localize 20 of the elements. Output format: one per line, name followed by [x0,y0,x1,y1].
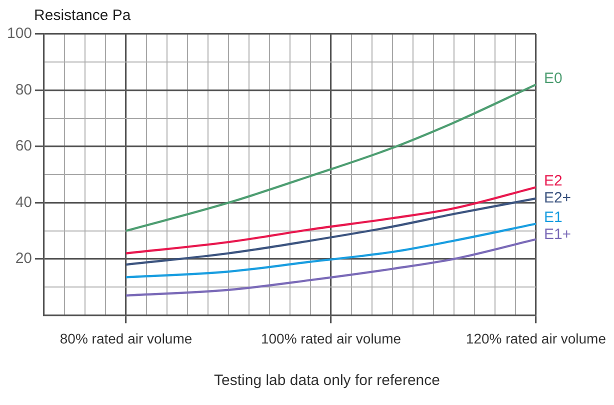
series-label: E2 [544,172,562,190]
y-tick-label: 40 [15,194,32,211]
line-series [124,186,536,254]
series-label: E1 [544,208,562,226]
line-series [124,197,536,266]
series-label: E0 [544,70,562,87]
line-series [124,238,536,297]
series-label: E1+ [544,226,572,243]
line-series [124,84,536,232]
y-tick-label: 20 [15,250,32,268]
text: Testing lab data only for reference [213,372,441,389]
line-series [124,222,536,278]
x-tick-label: 80% rated air volume [60,330,192,346]
series-label: E2+ [544,189,572,206]
x-tick-label: 100% rated air volume [260,330,402,346]
x-tick-label: 120% rated air volume [466,330,606,346]
y-tick-label: 80 [15,81,32,98]
y-tick-label: 100 [6,25,32,42]
y-tick-label: 60 [15,138,32,155]
y-axis-title: Resistance Pa [34,7,132,24]
